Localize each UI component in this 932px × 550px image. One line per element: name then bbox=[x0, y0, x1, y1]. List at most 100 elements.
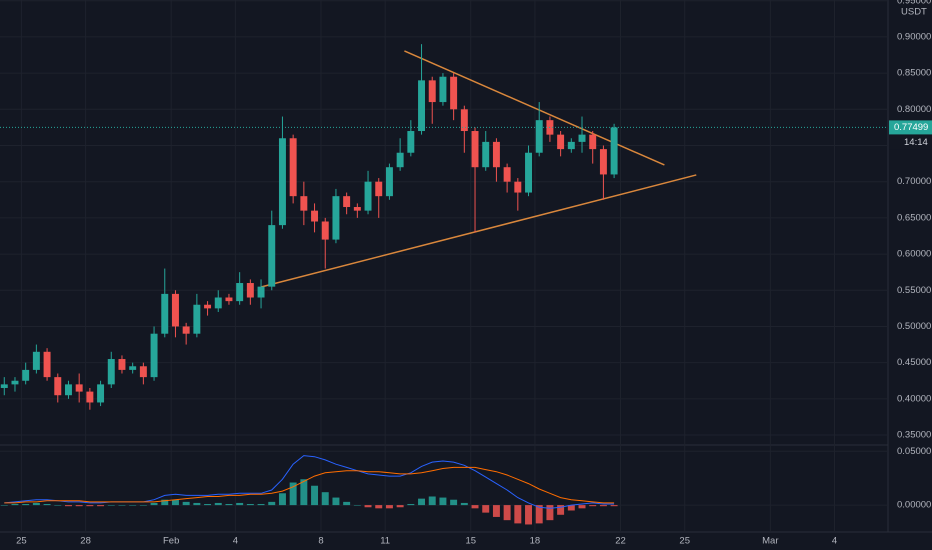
histogram-bar bbox=[321, 492, 329, 506]
candle-body bbox=[257, 286, 265, 298]
candle-body bbox=[54, 377, 62, 396]
candle-body bbox=[107, 359, 115, 385]
histogram-bar bbox=[514, 505, 522, 524]
candle-body bbox=[193, 304, 201, 334]
histogram-bar bbox=[182, 501, 190, 506]
histogram-bar bbox=[225, 504, 233, 506]
histogram-bar bbox=[599, 505, 607, 507]
candle-body bbox=[214, 297, 222, 309]
trendline bbox=[260, 174, 697, 288]
histogram-bar bbox=[385, 505, 393, 509]
histogram-bar bbox=[396, 505, 404, 508]
y-tick-label: 0.70000 bbox=[897, 176, 931, 187]
histogram-bar bbox=[118, 505, 126, 506]
trendline bbox=[404, 50, 665, 166]
histogram-bar bbox=[97, 505, 105, 507]
histogram-bar bbox=[610, 505, 618, 507]
histogram-bar bbox=[460, 502, 468, 506]
histogram-bar bbox=[289, 482, 297, 506]
candle-body bbox=[204, 304, 212, 309]
candle-body bbox=[385, 167, 393, 197]
candle-body bbox=[567, 141, 575, 150]
histogram-bar bbox=[43, 504, 51, 506]
candle-body bbox=[268, 225, 276, 287]
histogram-bar bbox=[428, 496, 436, 506]
y-tick-label: 0.85000 bbox=[897, 68, 931, 79]
histogram-bar bbox=[161, 499, 169, 506]
last-price-label: 0.77499 bbox=[894, 122, 928, 133]
candle-body bbox=[129, 366, 137, 370]
candle-body bbox=[75, 384, 83, 392]
candle-body bbox=[503, 167, 511, 182]
signal-line bbox=[4, 466, 615, 504]
candle-body bbox=[171, 293, 179, 327]
candle-body bbox=[139, 366, 147, 378]
candle-body bbox=[343, 196, 351, 208]
histogram-bar bbox=[32, 502, 40, 506]
candle-body bbox=[460, 109, 468, 132]
histogram-bar bbox=[150, 502, 158, 506]
histogram-bar bbox=[343, 501, 351, 506]
candle-body bbox=[64, 384, 72, 396]
histogram-bar bbox=[11, 504, 19, 506]
candle-body bbox=[86, 391, 94, 403]
histogram-bar bbox=[418, 498, 426, 506]
histogram-bar bbox=[471, 505, 479, 509]
histogram-bar bbox=[503, 505, 511, 521]
histogram-bar bbox=[204, 504, 212, 506]
candle-body bbox=[278, 138, 286, 226]
candle-body bbox=[599, 149, 607, 175]
histogram-bar bbox=[257, 504, 265, 506]
histogram-bar bbox=[75, 505, 83, 507]
x-tick-label: 25 bbox=[16, 536, 27, 547]
histogram-bar bbox=[139, 505, 147, 506]
candle-body bbox=[514, 181, 522, 193]
y-tick-label: 0.90000 bbox=[897, 31, 931, 42]
histogram-bar bbox=[268, 501, 276, 506]
candle-body bbox=[525, 152, 532, 193]
histogram-bar bbox=[22, 504, 30, 506]
candle-body bbox=[225, 297, 233, 302]
x-tick-label: Mar bbox=[762, 536, 778, 547]
currency-label: USDT bbox=[901, 7, 927, 18]
candle-body bbox=[482, 141, 490, 168]
candle-body bbox=[11, 380, 19, 385]
countdown-tag bbox=[889, 135, 932, 150]
y-tick-label: 0.05000 bbox=[897, 446, 931, 457]
candle-body bbox=[418, 80, 426, 132]
x-tick-label: 15 bbox=[465, 536, 476, 547]
y-tick-label: 0.80000 bbox=[897, 104, 931, 115]
histogram-bar bbox=[364, 505, 372, 508]
candle-body bbox=[118, 359, 126, 370]
y-tick-label: 0.45000 bbox=[897, 357, 931, 368]
histogram-bar bbox=[482, 505, 490, 513]
histogram-bar bbox=[54, 505, 62, 506]
x-tick-label: Feb bbox=[163, 536, 179, 547]
histogram-bar bbox=[86, 505, 94, 507]
histogram-bar bbox=[171, 499, 179, 506]
histogram-bar bbox=[439, 497, 447, 506]
candle-body bbox=[161, 293, 169, 334]
histogram-bar bbox=[214, 502, 222, 506]
x-tick-label: 28 bbox=[80, 536, 91, 547]
x-tick-label: 4 bbox=[832, 536, 837, 547]
candle-body bbox=[396, 152, 404, 168]
candle-body bbox=[471, 131, 479, 168]
histogram-bar bbox=[353, 505, 361, 506]
histogram-bar bbox=[450, 499, 458, 506]
candle-body bbox=[97, 384, 105, 403]
candle-body bbox=[407, 131, 415, 153]
candle-body bbox=[353, 207, 361, 211]
histogram-bar bbox=[578, 505, 586, 509]
x-tick-label: 22 bbox=[615, 536, 626, 547]
x-tick-label: 4 bbox=[233, 536, 238, 547]
histogram-bar bbox=[407, 504, 415, 506]
candle-body bbox=[450, 76, 458, 110]
histogram-bar bbox=[589, 505, 597, 507]
candle-body bbox=[32, 351, 40, 370]
histogram-bar bbox=[535, 505, 543, 524]
histogram-bar bbox=[311, 485, 319, 506]
